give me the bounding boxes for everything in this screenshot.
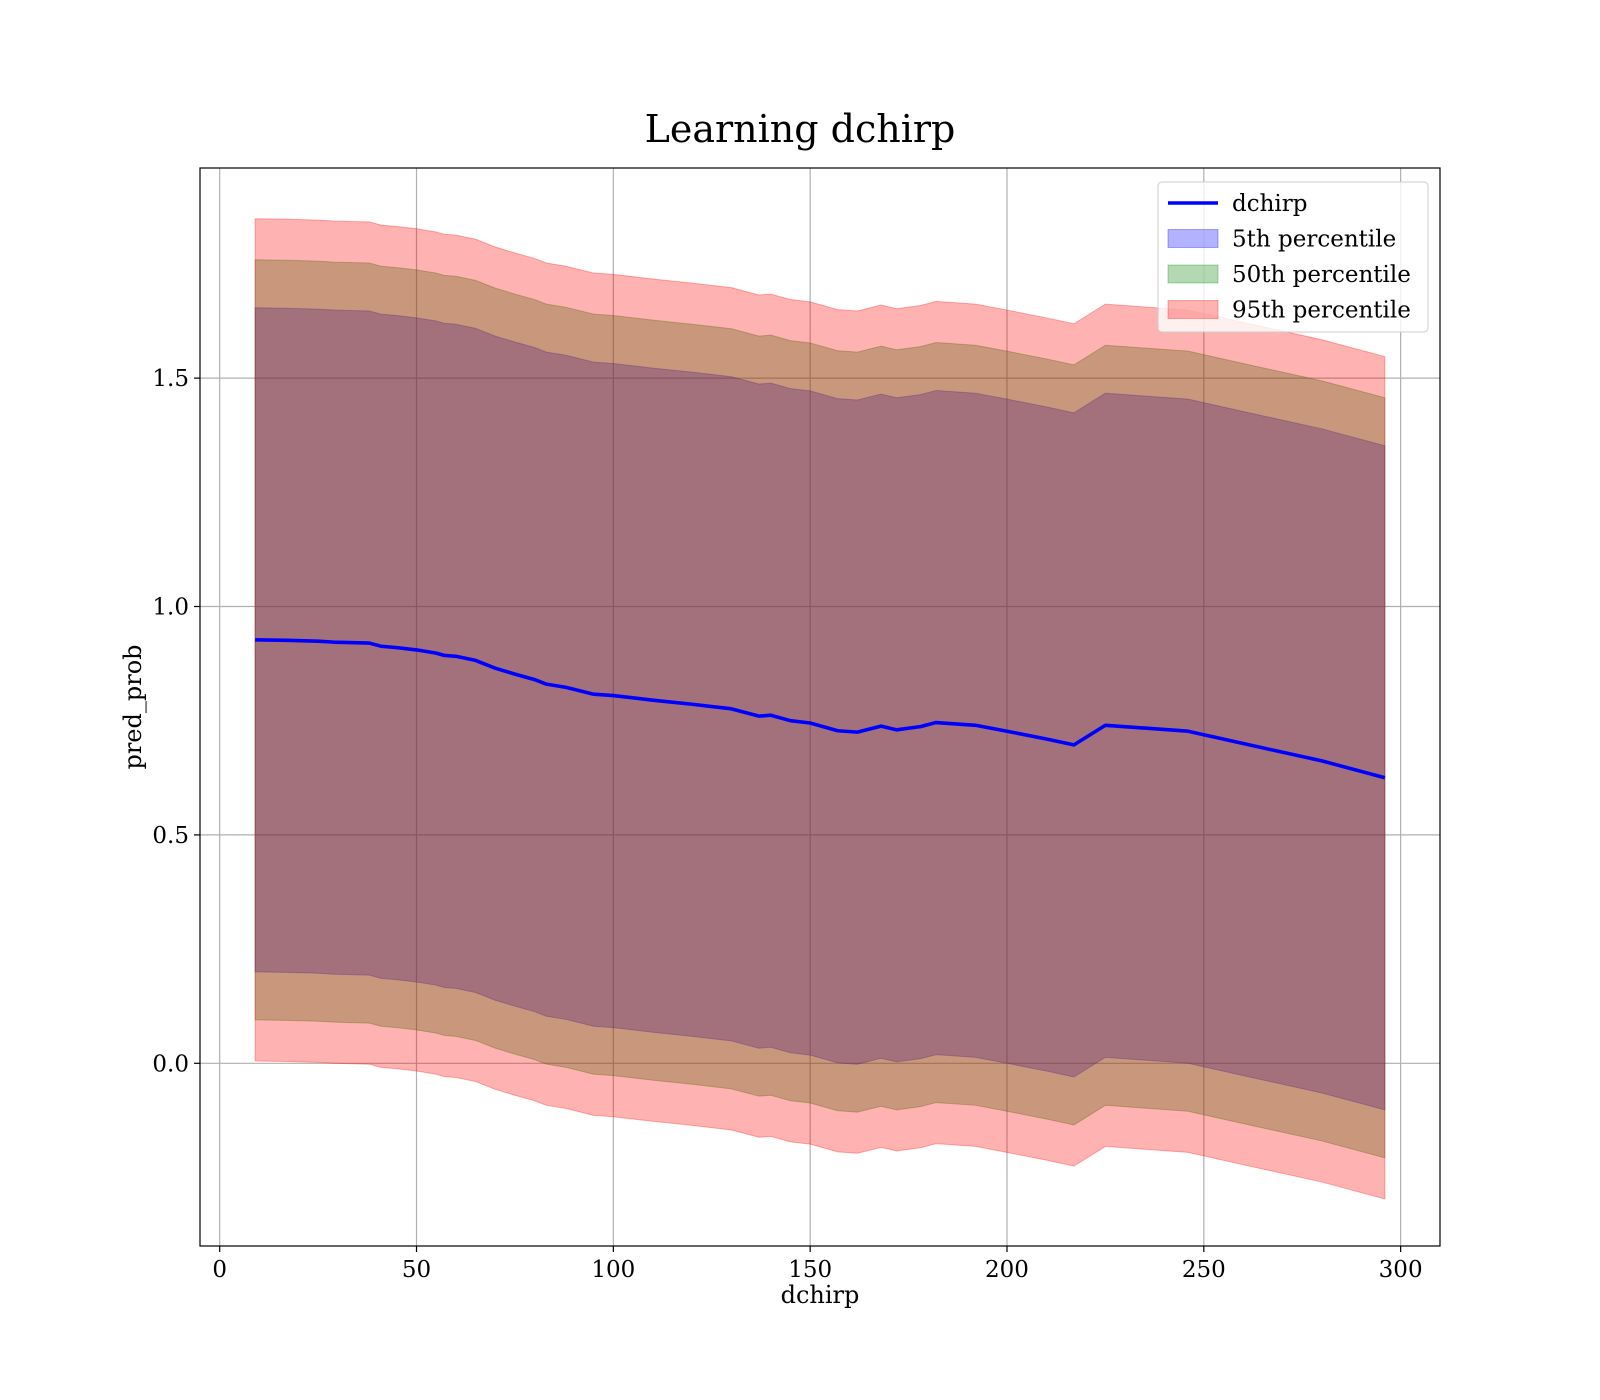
- y-tick-label: 0.0: [152, 1051, 189, 1077]
- legend-label-95th-percentile: 95th percentile: [1232, 298, 1411, 324]
- legend-label-dchirp: dchirp: [1232, 191, 1308, 217]
- x-axis-label: dchirp: [781, 1281, 860, 1309]
- band-95th-percentile: [254, 218, 1386, 1200]
- x-tick-label: 250: [1182, 1257, 1226, 1283]
- y-axis-label: pred_prob: [119, 644, 147, 769]
- percentile-bands: [254, 218, 1386, 1200]
- chart-title: Learning dchirp: [645, 107, 956, 151]
- y-tick-label: 1.0: [152, 595, 189, 621]
- legend-swatch-50th-percentile: [1167, 264, 1219, 284]
- line-dchirp: [255, 638, 1386, 780]
- legend: dchirp 5th percentile 50th percentile 95th …: [1157, 181, 1429, 333]
- x-tick-label: 50: [402, 1257, 431, 1283]
- grid: [200, 168, 1440, 1246]
- x-tick-label: 100: [591, 1257, 635, 1283]
- axes-frame: [199, 167, 1441, 1247]
- x-tick-label: 150: [788, 1257, 832, 1283]
- axis-ticks: 0 50 100 150 200 250 300 0.0 0.5 1.0 1.5: [152, 366, 1422, 1283]
- y-tick-label: 0.5: [152, 823, 189, 849]
- legend-swatch-5th-percentile: [1167, 229, 1219, 248]
- series-lines: [255, 638, 1386, 780]
- y-tick-label: 1.5: [152, 366, 189, 392]
- legend-swatch-95th-percentile: [1167, 300, 1219, 319]
- x-tick-label: 300: [1379, 1257, 1423, 1283]
- x-tick-label: 0: [212, 1257, 227, 1283]
- legend-label-5th-percentile: 5th percentile: [1232, 227, 1396, 253]
- band-50th-percentile: [254, 259, 1386, 1159]
- legend-box: [1157, 181, 1429, 333]
- x-tick-label: 200: [985, 1257, 1029, 1283]
- legend-label-50th-percentile: 50th percentile: [1232, 262, 1411, 288]
- band-5th-percentile: [254, 307, 1386, 1111]
